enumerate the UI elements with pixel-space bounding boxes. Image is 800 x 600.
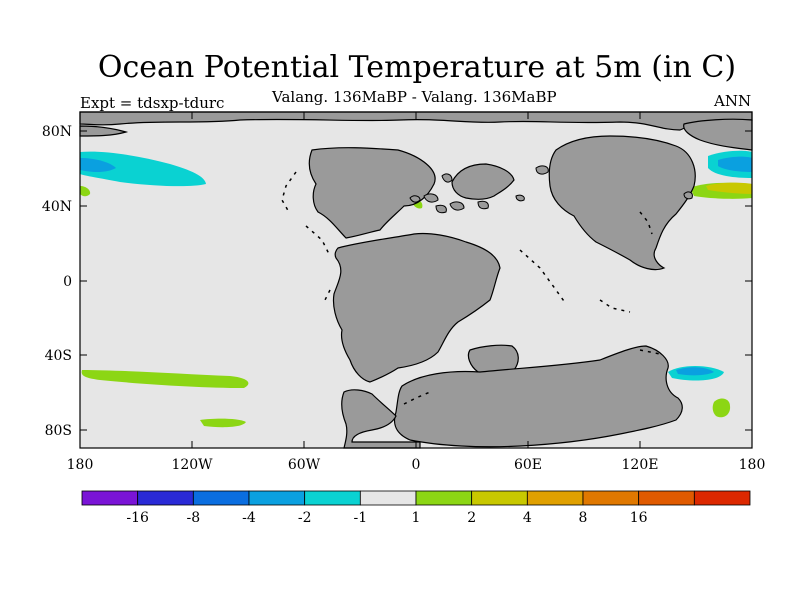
- anomaly-blue-north-pacific: [80, 158, 116, 172]
- lon-label: 0: [412, 457, 421, 473]
- island-chain-south-atlantic: [323, 289, 331, 303]
- island-tethys-2: [435, 204, 447, 214]
- colorbar-label: -2: [298, 510, 312, 526]
- island-chain-pacific-nw: [281, 171, 297, 215]
- anomaly-green-south-pacific: [81, 370, 249, 388]
- map-subtitle: Valang. 136MaBP - Valang. 136MaBP: [272, 88, 557, 106]
- colorbar-label: 4: [523, 510, 532, 526]
- colorbar-swatch: [415, 490, 473, 506]
- colorbar-swatch: [638, 490, 695, 506]
- island-chain-south-pacific: [639, 349, 661, 355]
- anomaly-blue-northwest-pacific: [718, 156, 752, 172]
- map-title: Ocean Potential Temperature at 5m (in C): [97, 50, 737, 85]
- land-arctic-west-island: [79, 125, 129, 137]
- land-antarctic-peninsula: [341, 389, 421, 449]
- season-label: ANN: [714, 92, 752, 110]
- colorbar-swatch: [248, 490, 306, 506]
- land-north-america: [308, 147, 436, 239]
- island-asia-east: [683, 191, 693, 200]
- lat-label: 80N: [42, 124, 72, 140]
- experiment-label: Expt = tdsxp-tdurc: [80, 94, 225, 112]
- colorbar-label: 1: [412, 510, 421, 526]
- colorbar-label: -4: [242, 510, 256, 526]
- anomaly-yellow-northwest-pacific: [706, 182, 752, 194]
- colorbar-swatch: [137, 490, 194, 506]
- island-tethys-1: [423, 193, 439, 203]
- colorbar-swatch: [582, 490, 640, 506]
- anomaly-patches: [80, 150, 752, 428]
- small-islands: [409, 165, 693, 214]
- lon-labels: 180 120W 60W 0 60E 120E 180: [67, 457, 766, 473]
- lat-label: 80S: [45, 423, 72, 439]
- land-antarctica-australia: [393, 345, 683, 448]
- island-chain-se-asia: [519, 249, 567, 305]
- anomaly-blue-south-indian: [676, 367, 714, 376]
- lat-label: 40N: [42, 199, 72, 215]
- colorbar-swatch: [471, 490, 528, 506]
- colorbar-label: 2: [467, 510, 476, 526]
- anomaly-green-southwest-pacific: [712, 398, 731, 418]
- lat-labels: 80N 40N 0 40S 80S: [42, 124, 72, 439]
- island-tethys-5: [515, 194, 525, 202]
- colorbar-label: 16: [630, 510, 648, 526]
- island-chains: [281, 171, 661, 405]
- colorbar-swatch: [304, 490, 361, 506]
- colorbar-swatch: [81, 490, 139, 506]
- island-greenland-area: [441, 173, 453, 183]
- anomaly-cyan-north-pacific: [80, 151, 206, 187]
- anomaly-green-north-pacific: [80, 186, 91, 197]
- lon-label: 120W: [171, 457, 213, 473]
- colorbar-label: -8: [187, 510, 201, 526]
- colorbar: -16 -8 -4 -2 -1 1 2 4 8 16: [81, 490, 751, 526]
- colorbar-swatch: [526, 490, 584, 506]
- lon-axis: [79, 112, 753, 448]
- colorbar-swatch: [693, 490, 751, 506]
- lon-label: 120E: [622, 457, 659, 473]
- island-tethys-3: [449, 201, 465, 211]
- island-chain-central-america: [305, 225, 331, 257]
- land-arctic-strip: [79, 111, 753, 131]
- lon-label: 60E: [514, 457, 542, 473]
- colorbar-swatch: [192, 490, 250, 506]
- land-europe: [451, 163, 515, 200]
- colorbar-label: -1: [354, 510, 368, 526]
- lon-label: 60W: [288, 457, 321, 473]
- lat-label: 0: [63, 274, 72, 290]
- colorbar-label: -16: [126, 510, 149, 526]
- lon-label: 180: [739, 457, 766, 473]
- land-south-america-africa: [332, 232, 501, 383]
- landmasses: [79, 111, 753, 449]
- lat-axis: [80, 130, 752, 431]
- island-north-atlantic: [409, 195, 421, 203]
- anomaly-green-southern-ocean: [200, 418, 246, 428]
- island-tethys-6: [535, 165, 549, 175]
- colorbar-swatch: [359, 490, 417, 506]
- colorbar-label: 8: [579, 510, 588, 526]
- land-siberia-northeast: [683, 118, 753, 151]
- land-asia: [548, 135, 696, 271]
- lon-label: 180: [67, 457, 94, 473]
- lat-label: 40S: [45, 348, 72, 364]
- island-tethys-4: [477, 200, 489, 210]
- island-chain-indonesia: [599, 299, 631, 313]
